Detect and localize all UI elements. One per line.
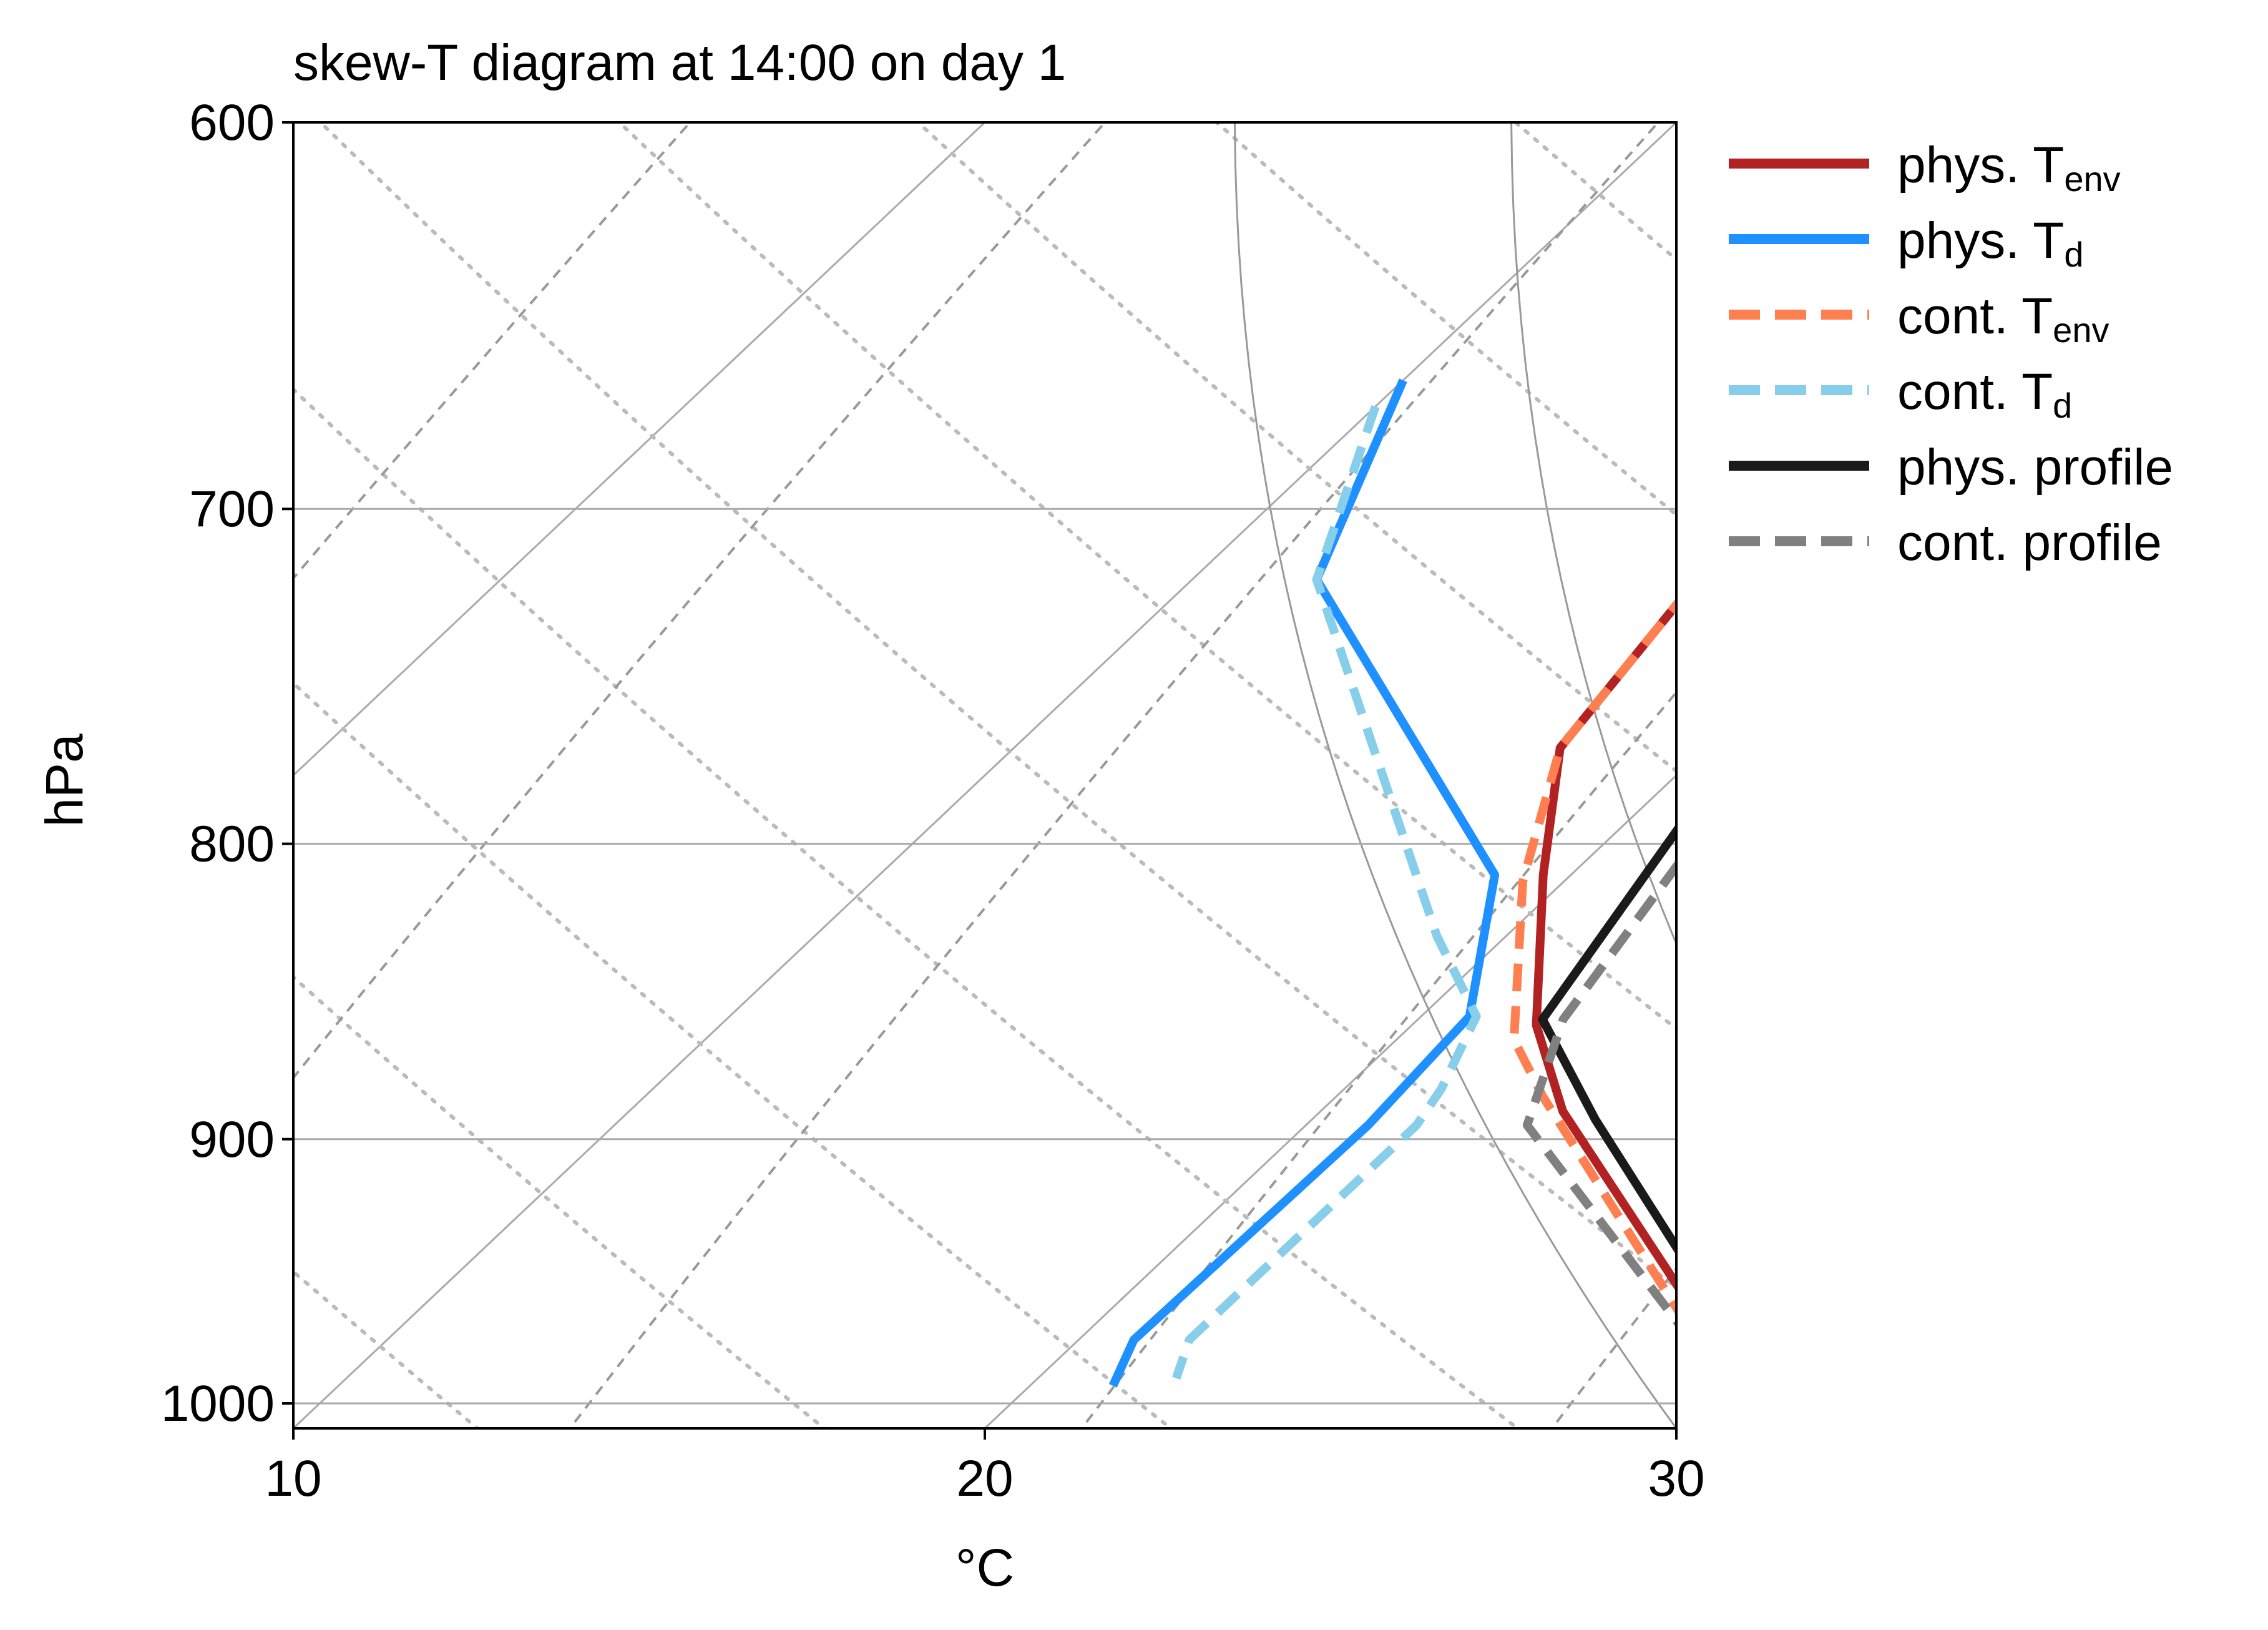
chart-title: skew-T diagram at 14:00 on day 1 bbox=[293, 34, 1066, 91]
x-tick-label: 20 bbox=[956, 1450, 1013, 1507]
dry-adiabat-line bbox=[318, 122, 1676, 1290]
mixing-ratio-line bbox=[568, 122, 1660, 1428]
moist-adiabat-line bbox=[2065, 37, 2268, 1478]
y-tick-label: 600 bbox=[189, 94, 275, 151]
dry-adiabat-line bbox=[1214, 122, 1676, 518]
legend-entry-label: phys. Td bbox=[1897, 212, 2084, 274]
y-axis-ticks: 600 700 800 900 1000 bbox=[161, 94, 293, 1432]
y-tick-label: 1000 bbox=[161, 1375, 275, 1432]
mixing-ratio-line bbox=[1080, 690, 1676, 1428]
dry-adiabat-line bbox=[616, 122, 1676, 1031]
x-axis-label: °C bbox=[956, 1538, 1014, 1597]
series-line-1 bbox=[1532, 597, 1676, 1292]
moist-adiabat-line bbox=[1510, 122, 1676, 946]
dry-adiabat-line bbox=[0, 37, 188, 1478]
legend-entry-label: cont. Tenv bbox=[1897, 288, 2109, 350]
legend-entry-subscript: d bbox=[2064, 235, 2083, 274]
legend-entry-subscript: env bbox=[2053, 310, 2109, 350]
y-tick-label: 900 bbox=[189, 1111, 275, 1168]
mixing-ratio-line bbox=[2053, 37, 2268, 1478]
mixing-ratio-line bbox=[293, 122, 692, 581]
x-tick-label: 30 bbox=[1648, 1450, 1704, 1507]
y-tick-label: 700 bbox=[189, 481, 275, 538]
isobar-gridlines bbox=[293, 122, 1676, 1405]
legend: phys. Tenv phys. Td cont. Tenv cont. Td phys… bbox=[1729, 137, 2173, 571]
isotherm-line bbox=[293, 122, 1676, 1428]
series-line-2 bbox=[1108, 378, 1500, 1388]
x-axis-ticks: 10 20 30 bbox=[265, 1428, 1705, 1507]
dry-adiabat-line bbox=[293, 386, 1521, 1428]
dry-adiabat-line bbox=[1512, 122, 1676, 262]
isotherm-line bbox=[983, 773, 1676, 1428]
moist-adiabat-line bbox=[1233, 122, 1676, 1428]
series-line-4 bbox=[1172, 405, 1481, 1380]
profile-lines bbox=[1108, 378, 1676, 1388]
isotherm-line bbox=[293, 122, 987, 777]
legend-entry-label: cont. profile bbox=[1897, 514, 2162, 571]
y-axis-label: hPa bbox=[35, 734, 94, 827]
series-line-6 bbox=[1522, 859, 1676, 1328]
dry-adiabat-line bbox=[293, 680, 1174, 1428]
dry-adiabat-line bbox=[293, 975, 828, 1428]
legend-entry-subscript: env bbox=[2064, 159, 2120, 199]
series-line-5 bbox=[1538, 823, 1676, 1255]
y-tick-label: 800 bbox=[189, 816, 275, 873]
legend-entry-label: phys. Tenv bbox=[1897, 137, 2121, 199]
legend-entry-subscript: d bbox=[2053, 386, 2072, 425]
reference-lines bbox=[0, 37, 2268, 1478]
legend-entry-label: phys. profile bbox=[1897, 439, 2173, 496]
x-tick-label: 10 bbox=[265, 1450, 321, 1507]
legend-entry-label: cont. Td bbox=[1897, 363, 2072, 425]
mixing-ratio-line bbox=[293, 122, 1107, 1080]
